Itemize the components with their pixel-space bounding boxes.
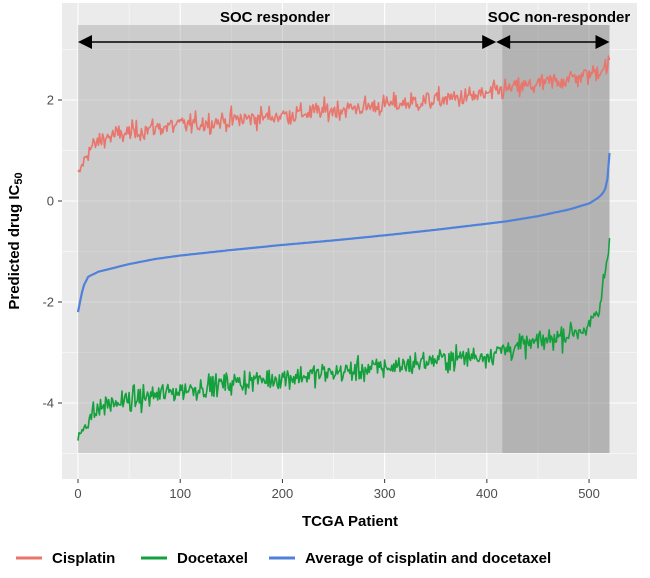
region-arrows — [78, 35, 610, 49]
x-tick-label: 400 — [476, 486, 498, 501]
arrow-non-responder — [496, 35, 610, 49]
series-line-cisplatin — [77, 55, 611, 173]
arrow-non-responder-head-left — [496, 35, 511, 49]
x-tick-label: 500 — [578, 486, 600, 501]
legend-item: Average of cisplatin and docetaxel — [269, 550, 551, 567]
x-axis: 0 100 200 300 400 500 — [74, 479, 600, 501]
series-line-average — [76, 152, 611, 313]
arrow-responder-head-left — [78, 35, 92, 49]
x-tick-label: 200 — [272, 486, 294, 501]
y-axis-title-main: Predicted drug IC — [6, 184, 23, 309]
arrow-responder — [78, 35, 497, 49]
y-axis-title: Predicted drug IC50 — [6, 172, 25, 309]
x-tick-label: 100 — [169, 486, 191, 501]
legend-label: Cisplatin — [52, 550, 115, 567]
legend-label: Average of cisplatin and docetaxel — [305, 550, 551, 567]
arrow-non-responder-head-right — [595, 35, 610, 49]
legend: Cisplatin Docetaxel Average of cisplatin a… — [16, 550, 551, 567]
series-lines — [76, 55, 611, 441]
y-tick-label: -4 — [42, 396, 54, 411]
series-line-docetaxel — [77, 238, 611, 441]
arrow-responder-head-right — [482, 35, 497, 49]
grid — [62, 3, 637, 479]
y-axis: -4 -2 0 2 — [42, 93, 62, 411]
legend-label: Docetaxel — [177, 550, 248, 567]
legend-item: Docetaxel — [141, 550, 248, 567]
x-tick-label: 0 — [74, 486, 81, 501]
y-tick-label: -2 — [42, 295, 54, 310]
legend-item: Cisplatin — [16, 550, 115, 567]
region-labels: SOC responder SOC non-responder — [220, 9, 630, 26]
x-tick-label: 300 — [374, 486, 396, 501]
region-label-non-responder: SOC non-responder — [488, 9, 631, 26]
y-tick-label: 0 — [47, 194, 54, 209]
region-label-responder: SOC responder — [220, 9, 330, 26]
y-tick-label: 2 — [47, 93, 54, 108]
y-axis-title-subscript: 50 — [13, 172, 25, 184]
x-axis-title: TCGA Patient — [302, 513, 398, 530]
